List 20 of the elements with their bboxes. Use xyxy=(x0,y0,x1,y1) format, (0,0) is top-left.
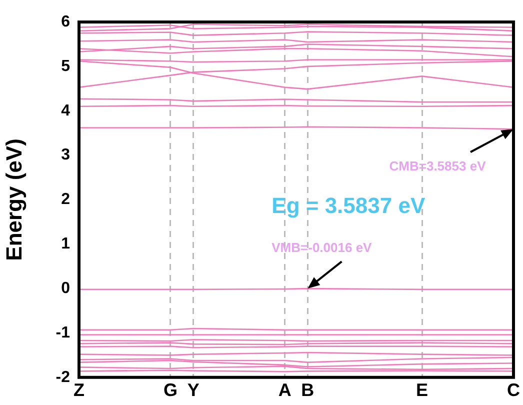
y-tick-label: 5 xyxy=(61,58,70,75)
x-tick-label: Z xyxy=(74,380,84,400)
x-tick-label: C xyxy=(507,380,520,400)
y-axis-title: Energy (eV) xyxy=(1,138,26,261)
x-tick-label: G xyxy=(163,380,178,400)
annotation: CMB=3.5853 eV xyxy=(389,158,486,174)
y-tick-label: -2 xyxy=(56,368,70,386)
annotation: VMB=-0.0016 eV xyxy=(272,240,372,256)
y-tick-label: 1 xyxy=(61,236,70,253)
annotation: Eg = 3.5837 eV xyxy=(272,192,426,218)
y-tick-label: 3 xyxy=(61,146,70,164)
x-tick-label: B xyxy=(301,380,314,400)
y-tick-label: 6 xyxy=(61,13,70,30)
x-tick-label: A xyxy=(278,380,292,400)
y-tick-label: 2 xyxy=(61,191,70,208)
x-tick-label: E xyxy=(416,380,428,400)
y-tick-label: -1 xyxy=(56,324,70,342)
y-tick-label: 4 xyxy=(61,102,70,120)
y-tick-label: 0 xyxy=(61,280,70,297)
x-tick-label: Y xyxy=(187,380,200,400)
